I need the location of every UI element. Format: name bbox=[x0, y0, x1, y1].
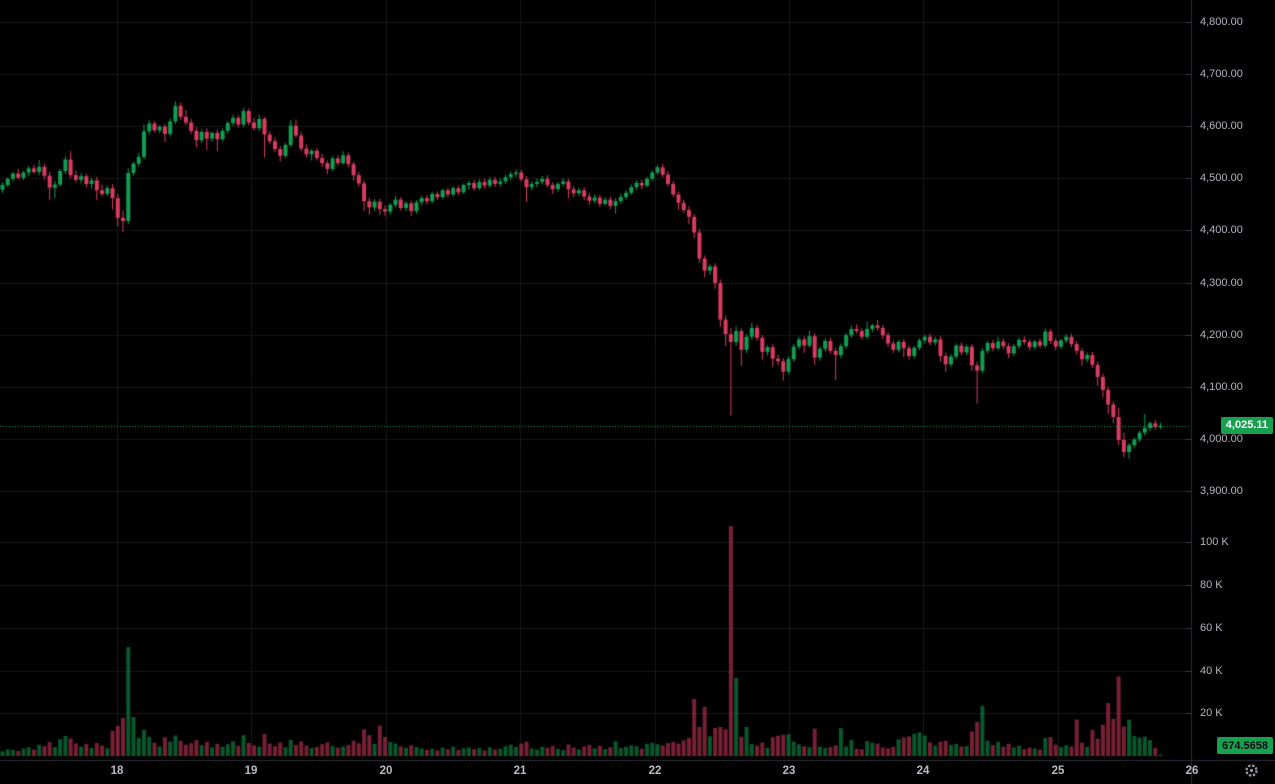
time-axis-label: 25 bbox=[1051, 765, 1065, 777]
volume-axis-label: 60 K bbox=[1200, 621, 1223, 634]
time-axis-label: 23 bbox=[782, 765, 796, 777]
time-axis[interactable] bbox=[0, 761, 1275, 784]
volume-axis-label: 20 K bbox=[1200, 707, 1223, 720]
chart-settings-gear-icon[interactable] bbox=[1244, 763, 1259, 783]
volume-axis-label: 80 K bbox=[1200, 579, 1223, 591]
price-axis-label: 4,000.00 bbox=[1200, 432, 1243, 445]
last-price-badge: 4,025.11 bbox=[1220, 416, 1273, 434]
price-axis-label: 4,100.00 bbox=[1200, 380, 1243, 393]
price-axis-label: 4,400.00 bbox=[1200, 224, 1243, 237]
time-axis-label: 24 bbox=[916, 765, 930, 777]
volume-axis-label: 100 K bbox=[1200, 536, 1229, 549]
time-axis-label: 26 bbox=[1185, 765, 1199, 777]
price-axis-label: 4,200.00 bbox=[1200, 328, 1243, 341]
price-axis-label: 4,500.00 bbox=[1200, 172, 1243, 185]
time-axis-label: 21 bbox=[513, 765, 527, 777]
volume-axis-label: 40 K bbox=[1200, 664, 1223, 677]
price-axis-label: 3,900.00 bbox=[1200, 485, 1243, 498]
time-axis-label: 18 bbox=[110, 765, 124, 777]
time-axis-label: 20 bbox=[379, 765, 393, 777]
time-axis-label: 19 bbox=[244, 765, 258, 777]
price-axis-label: 4,300.00 bbox=[1200, 276, 1243, 289]
price-axis-label: 4,600.00 bbox=[1200, 120, 1243, 133]
price-axis-label: 4,700.00 bbox=[1200, 68, 1243, 81]
price-axis[interactable] bbox=[1191, 0, 1275, 760]
last-volume-badge: 674.5658 bbox=[1217, 737, 1273, 754]
time-axis-label: 22 bbox=[648, 765, 662, 777]
price-axis-label: 4,800.00 bbox=[1200, 15, 1243, 28]
